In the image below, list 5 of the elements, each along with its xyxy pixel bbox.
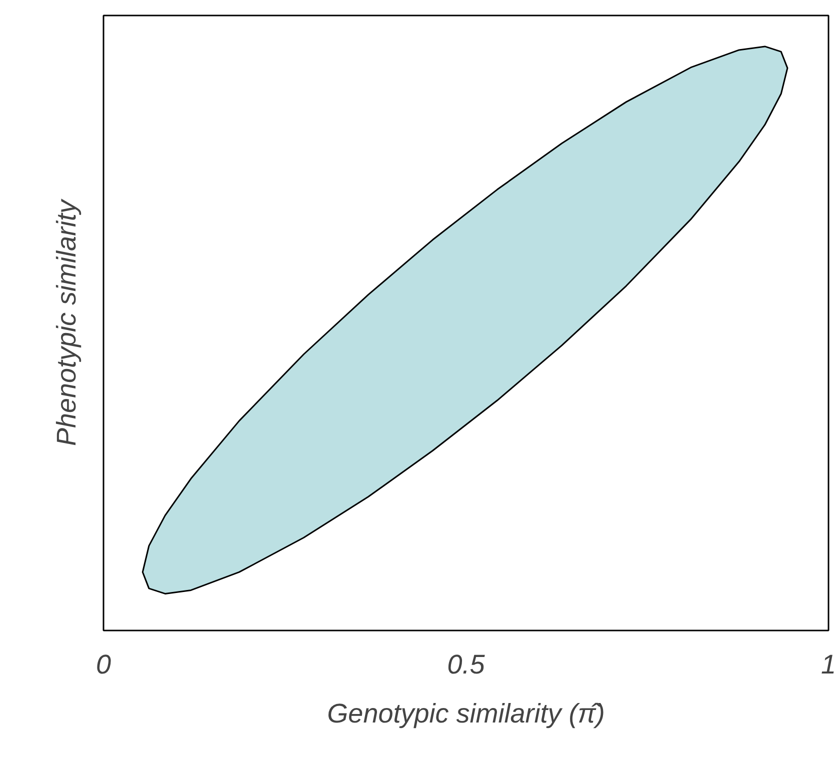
x-axis-title: Genotypic similarity (π̂) — [327, 698, 605, 728]
x-tick-label: 0 — [96, 650, 112, 680]
x-tick-label: 1 — [820, 650, 836, 680]
x-tick-label: 0.5 — [447, 650, 486, 680]
y-axis-title: Phenotypic similarity — [52, 198, 82, 446]
